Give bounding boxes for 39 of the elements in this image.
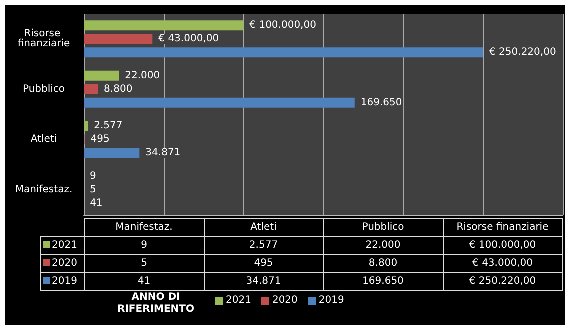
text: 9 [141,240,148,251]
data-label: 22.000 [125,70,160,82]
data-label: 34.871 [146,148,181,159]
text: € 250.220,00 [469,276,536,287]
data-label: 41 [90,198,103,209]
text: 495 [254,258,274,269]
y-tick-label: Atleti [30,134,58,146]
text: 2020 [272,295,298,306]
legend-title: ANNO DI RIFERIMENTO [116,292,196,316]
category-label: Manifestaz. [116,222,173,233]
data-label: € 43.000,00 [158,34,220,45]
legend-label: 2020 [40,254,84,272]
text: 22.000 [366,240,401,251]
data-label: € 250.220,00 [490,47,556,58]
text: 5 [141,258,148,269]
legend-label: 2021 [40,236,84,254]
text: 34.871 [246,276,282,287]
category-label: Pubblico [362,222,404,233]
text: 41 [138,276,151,287]
y-tick-label: Pubblico [22,84,66,95]
y-tick-label: Manifestaz. [15,184,73,196]
data-label: 5 [90,184,96,196]
text: 2.577 [249,240,278,251]
text: 2019 [318,295,344,306]
text: € 100.000,00 [469,240,536,251]
legend-label: 2019 [40,272,84,290]
data-label: 8.800 [104,84,133,95]
category-label: Atleti [250,222,277,233]
text: 2021 [226,295,252,306]
text: 8.800 [368,258,398,269]
data-label: 169.650 [360,97,402,108]
data-label: 495 [90,134,110,146]
text: 169.650 [362,276,404,287]
data-label: 9 [90,170,96,182]
data-label: € 100.000,00 [250,20,316,32]
data-label: 2.577 [94,120,123,132]
y-tick-label: Risorse finanziarie [18,28,70,50]
text: € 43.000,00 [472,258,533,269]
category-label: Risorse finanziarie [456,222,549,233]
